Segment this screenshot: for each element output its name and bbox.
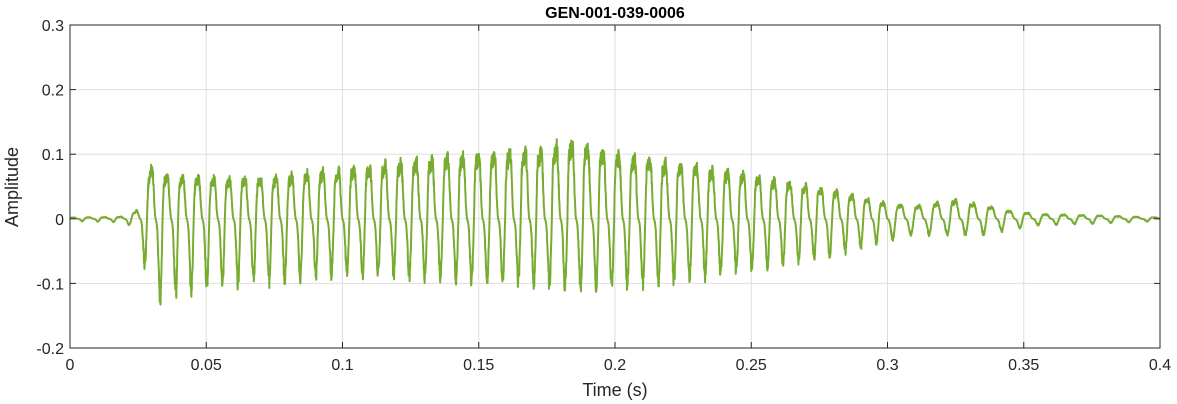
x-axis: 0 0.05 0.1 0.15 0.2 0.25 0.3 0.35 0.4 (66, 25, 1171, 374)
x-axis-label: Time (s) (582, 380, 647, 400)
x-tick-label: 0.1 (331, 357, 353, 374)
grid-lines (70, 25, 1160, 348)
plot-area (69, 138, 1161, 306)
y-tick-label: -0.2 (36, 341, 64, 358)
x-tick-label: 0.3 (876, 357, 898, 374)
y-tick-label: 0.2 (42, 83, 64, 100)
x-tick-label: 0.25 (736, 357, 767, 374)
x-tick-label: 0.35 (1008, 357, 1039, 374)
y-tick-label: -0.1 (36, 276, 64, 293)
y-tick-label: 0.3 (42, 18, 64, 35)
chart-title: GEN-001-039-0006 (545, 5, 685, 22)
y-tick-label: 0 (55, 212, 64, 229)
series-line (69, 138, 1161, 306)
x-tick-label: 0.4 (1149, 357, 1171, 374)
y-axis-label: Amplitude (2, 147, 22, 227)
y-axis: -0.2 -0.1 0 0.1 0.2 0.3 (36, 18, 1160, 358)
y-tick-label: 0.1 (42, 147, 64, 164)
x-tick-label: 0.2 (604, 357, 626, 374)
x-tick-label: 0.15 (463, 357, 494, 374)
x-tick-label: 0 (66, 357, 75, 374)
x-tick-label: 0.05 (191, 357, 222, 374)
